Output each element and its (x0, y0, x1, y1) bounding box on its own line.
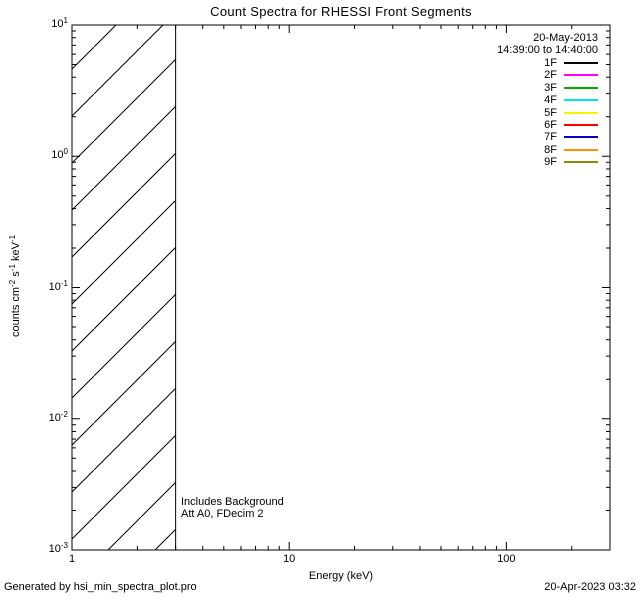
legend-row: 3F (497, 82, 598, 94)
legend-row: 1F (497, 57, 598, 69)
y-tick-label: 10-3 (48, 541, 68, 556)
y-tick-label: 10-1 (48, 278, 68, 293)
annotation-attenuator: Att A0, FDecim 2 (181, 507, 264, 520)
legend-series-line (564, 74, 598, 77)
x-tick-label: 10 (283, 553, 296, 565)
plot-annotations: Includes Background Att A0, FDecim 2 (181, 496, 284, 520)
legend-series-line (564, 123, 598, 126)
legend-series-line (564, 148, 598, 151)
legend-series-label: 7F (544, 131, 557, 144)
legend-row: 4F (497, 94, 598, 106)
legend-series-line (564, 111, 598, 114)
x-axis-label: Energy (keV) (308, 570, 374, 582)
y-tick-label: 101 (51, 16, 68, 31)
legend-row: 2F (497, 69, 598, 81)
chart-title: Count Spectra for RHESSI Front Segments (210, 4, 472, 19)
legend-series-line (564, 99, 598, 102)
legend-series-label: 5F (544, 106, 557, 119)
legend-series-label: 9F (544, 156, 557, 169)
footer-timestamp: 20-Apr-2023 03:32 (544, 581, 636, 593)
annotation-includes-background: Includes Background (181, 496, 284, 508)
x-tick-label: 100 (497, 553, 516, 565)
x-tick-label: 1 (68, 553, 76, 565)
legend-series-line (564, 61, 598, 64)
legend-series-label: 1F (544, 56, 557, 69)
legend-row: 6F (497, 119, 598, 131)
legend-series-label: 6F (544, 118, 557, 131)
legend-time-range: 14:39:00 to 14:40:00 (497, 44, 598, 57)
legend-series-line (564, 86, 598, 89)
y-tick-label: 10-2 (48, 409, 68, 424)
legend-series-label: 8F (544, 143, 557, 156)
hatched-region (72, 25, 176, 550)
legend: 20-May-2013 14:39:00 to 14:40:00 1F 2F 3F 4… (497, 32, 598, 168)
legend-row: 5F (497, 106, 598, 119)
legend-series-label: 3F (544, 81, 557, 94)
legend-items: 1F 2F 3F 4F 5F 6F 7F 8F 9F (497, 57, 598, 169)
y-axis-label: counts cm-2 s-1 keV-1 (8, 234, 22, 338)
footer-generated-by: Generated by hsi_min_spectra_plot.pro (4, 581, 197, 593)
legend-row: 7F (497, 131, 598, 143)
legend-series-label: 2F (544, 69, 557, 82)
legend-date: 20-May-2013 (533, 32, 598, 44)
legend-row: 8F (497, 144, 598, 156)
legend-row: 9F (497, 156, 598, 168)
legend-series-line (564, 161, 598, 164)
legend-series-label: 4F (544, 94, 557, 107)
legend-series-line (564, 136, 598, 139)
y-tick-label: 100 (51, 147, 68, 162)
